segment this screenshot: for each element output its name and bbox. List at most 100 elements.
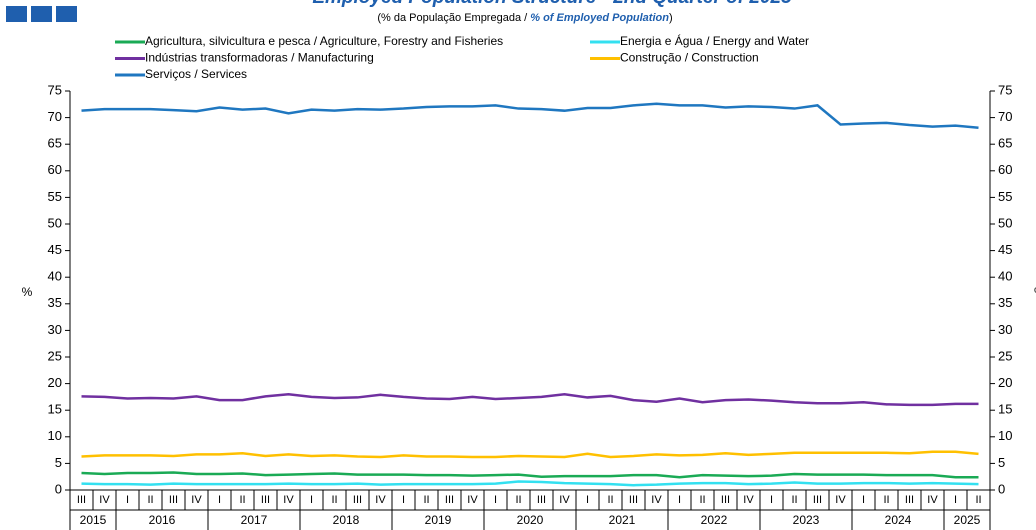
y-tick-label: 15 [48,402,62,417]
year-label: 2023 [793,513,820,527]
y2-tick-label: 25 [998,348,1012,363]
y2-tick-label: 55 [998,189,1012,204]
year-label: 2025 [954,513,981,527]
year-label: 2022 [701,513,728,527]
x-tick-label: IV [559,494,570,506]
x-tick-label: III [905,494,914,506]
subtitle-part: (% da População Empregada / [377,12,530,24]
y-tick-label: 10 [48,428,62,443]
x-tick-label: I [862,494,865,506]
y-tick-label: 35 [48,295,62,310]
x-tick-label: III [261,494,270,506]
x-tick-label: I [770,494,773,506]
logo-square [31,6,52,22]
x-tick-label: II [147,494,153,506]
logo-square [6,6,27,22]
y-tick-label: 60 [48,162,62,177]
x-tick-label: I [678,494,681,506]
subtitle-part: ) [669,12,673,24]
x-tick-label: I [586,494,589,506]
x-tick-label: IV [191,494,202,506]
legend-label: Construção / Construction [620,51,759,65]
x-tick-label: II [975,494,981,506]
x-tick-label: II [791,494,797,506]
legend-label: Indústrias transformadoras / Manufacturi… [145,51,374,65]
x-tick-label: I [402,494,405,506]
year-label: 2018 [333,513,360,527]
x-tick-label: IV [467,494,478,506]
x-tick-label: II [607,494,613,506]
x-tick-label: III [169,494,178,506]
series-line [81,102,979,129]
x-tick-label: I [310,494,313,506]
x-tick-label: III [77,494,86,506]
y2-axis-label: % [1034,285,1036,299]
series-line [81,392,979,407]
y2-tick-label: 30 [998,322,1012,337]
y2-tick-label: 65 [998,136,1012,151]
year-label: 2017 [241,513,268,527]
y2-tick-label: 5 [998,455,1005,470]
x-tick-label: II [239,494,245,506]
x-tick-label: I [218,494,221,506]
x-tick-label: III [353,494,362,506]
x-tick-label: III [629,494,638,506]
x-tick-label: IV [835,494,846,506]
y-tick-label: 5 [55,455,62,470]
x-tick-label: III [537,494,546,506]
year-label: 2021 [609,513,636,527]
y2-tick-label: 35 [998,295,1012,310]
x-tick-label: IV [651,494,662,506]
y2-tick-label: 20 [998,375,1012,390]
x-tick-label: I [126,494,129,506]
y-tick-label: 50 [48,215,62,230]
logo-square [56,6,77,22]
y-tick-label: 0 [55,481,62,496]
x-tick-label: IV [99,494,110,506]
x-tick-label: II [515,494,521,506]
y2-tick-label: 60 [998,162,1012,177]
y-tick-label: 45 [48,242,62,257]
y2-tick-label: 75 [998,82,1012,97]
year-label: 2015 [80,513,107,527]
x-tick-label: III [721,494,730,506]
y2-tick-label: 40 [998,269,1012,284]
x-tick-label: II [331,494,337,506]
y-tick-label: 65 [48,136,62,151]
y-axis-label: % [22,285,33,299]
y-tick-label: 55 [48,189,62,204]
chart-subtitle: (% da População Empregada / % of Employe… [377,12,672,24]
x-tick-label: II [883,494,889,506]
x-tick-label: IV [283,494,294,506]
x-tick-label: II [423,494,429,506]
y2-tick-label: 0 [998,481,1005,496]
x-tick-label: I [494,494,497,506]
year-label: 2016 [149,513,176,527]
x-tick-label: III [813,494,822,506]
y-tick-label: 70 [48,109,62,124]
x-tick-label: IV [375,494,386,506]
y-tick-label: 40 [48,269,62,284]
y2-tick-label: 70 [998,109,1012,124]
x-tick-label: I [954,494,957,506]
x-tick-label: II [699,494,705,506]
series-line [81,480,979,487]
year-label: 2024 [885,513,912,527]
legend-label: Energia e Água / Energy and Water [620,33,809,48]
chart-title: Employed Population Structure - 2nd Quar… [312,0,792,8]
y-tick-label: 30 [48,322,62,337]
y-tick-label: 25 [48,348,62,363]
year-label: 2020 [517,513,544,527]
x-tick-label: III [445,494,454,506]
legend-label: Agricultura, silvicultura e pesca / Agri… [145,34,503,48]
y-tick-label: 75 [48,82,62,97]
subtitle-part: % of Employed Population [530,12,669,24]
series-line [81,471,979,479]
series-line [81,450,979,459]
y-tick-label: 20 [48,375,62,390]
y2-tick-label: 50 [998,215,1012,230]
y2-tick-label: 45 [998,242,1012,257]
x-tick-label: IV [743,494,754,506]
y2-tick-label: 15 [998,402,1012,417]
